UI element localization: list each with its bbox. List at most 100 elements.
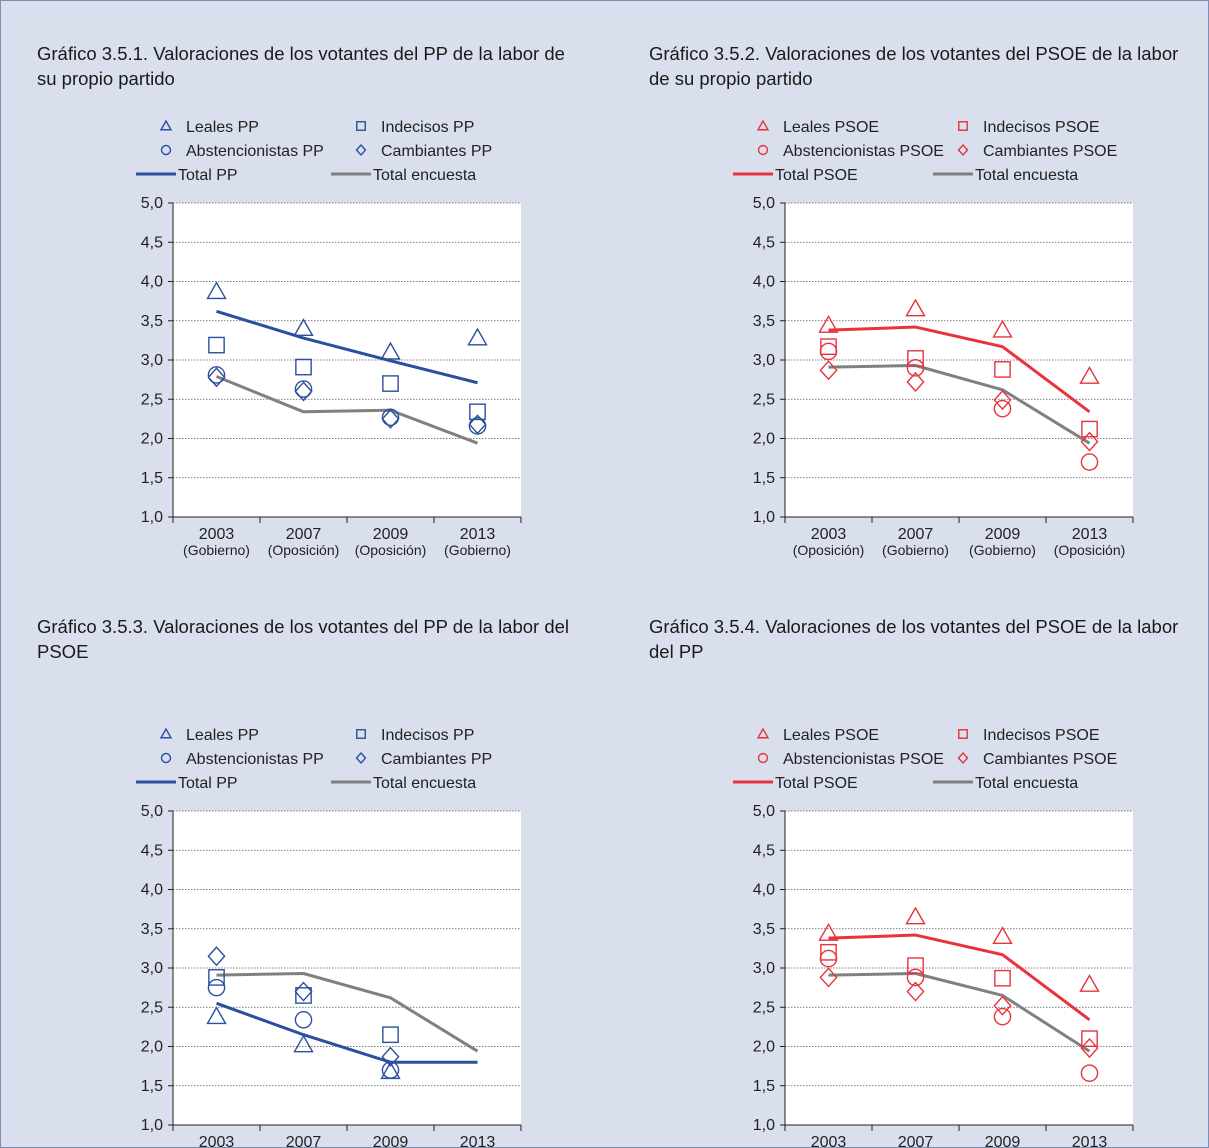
legend-label: Abstencionistas PSOE xyxy=(783,751,944,768)
legend-marker-cambiantes-pp xyxy=(355,143,367,157)
y-tick-label: 1,5 xyxy=(141,1078,163,1095)
legend-marker-leales-psoe xyxy=(756,119,770,131)
legend-label: Indecisos PP xyxy=(381,119,474,136)
legend-marker-abstencionistas-pp xyxy=(160,752,172,764)
data-point-leales-psoe xyxy=(905,906,926,925)
y-tick-label: 4,0 xyxy=(753,274,775,291)
data-point-leales-pp xyxy=(293,318,314,337)
data-point-cambiantes-pp xyxy=(207,946,226,967)
data-point-cambiantes-pp xyxy=(381,408,400,429)
x-tick-label: 2007 xyxy=(286,1134,322,1148)
legend-label: Total encuesta xyxy=(975,167,1078,184)
chart-panel-3-5-4: Gráfico 3.5.4. Valoraciones de los votan… xyxy=(613,614,1193,1148)
x-tick-sublabel: (Oposición) xyxy=(268,542,340,558)
y-tick-label: 5,0 xyxy=(141,195,163,212)
line-chart-3-5-1: Leales PP Indecisos PP Abstencionistas PP C… xyxy=(136,119,522,558)
data-point-indecisos-psoe xyxy=(994,361,1011,378)
series-line-total-pp xyxy=(215,1001,478,1064)
y-tick-label: 2,0 xyxy=(141,431,163,448)
data-point-leales-pp xyxy=(467,327,488,346)
data-point-indecisos-pp xyxy=(382,375,399,392)
series-abstencionistas-psoe xyxy=(819,949,1099,1082)
x-tick-label: 2003 xyxy=(199,1134,235,1148)
x-tick-label: 2009 xyxy=(985,1134,1021,1148)
legend-label: Indecisos PSOE xyxy=(983,727,1100,744)
data-point-abstencionistas-psoe xyxy=(1080,453,1099,471)
line-chart-3-5-2: Leales PSOE Indecisos PSOE Abstencionistas… xyxy=(733,119,1134,558)
data-point-leales-psoe xyxy=(992,319,1013,338)
y-tick-label: 2,5 xyxy=(753,391,775,408)
legend-label: Abstencionistas PP xyxy=(186,143,324,160)
x-tick-label: 2013 xyxy=(1072,526,1108,543)
series-line-total-psoe xyxy=(828,325,1091,414)
series-line-total-encuesta xyxy=(215,375,479,445)
legend-marker-cambiantes-pp xyxy=(355,751,367,765)
legend-label: Total PP xyxy=(178,167,238,184)
y-tick-label: 1,5 xyxy=(753,1078,775,1095)
legend: Leales PP Indecisos PP Abstencionistas PP C… xyxy=(136,119,492,184)
data-point-abstencionistas-psoe xyxy=(906,359,925,377)
data-point-abstencionistas-psoe xyxy=(993,399,1012,418)
legend-label: Total PP xyxy=(178,775,238,792)
data-point-abstencionistas-psoe xyxy=(993,1007,1012,1026)
series-line-total-encuesta xyxy=(828,971,1091,1053)
legend-marker-abstencionistas-psoe xyxy=(757,144,769,156)
x-tick-label: 2007 xyxy=(898,526,934,543)
legend-label: Total encuesta xyxy=(373,775,476,792)
legend-label: Cambiantes PSOE xyxy=(983,751,1117,768)
series-cambiantes-pp xyxy=(207,367,487,435)
data-point-cambiantes-psoe xyxy=(993,995,1012,1016)
legend-label: Leales PSOE xyxy=(783,727,879,744)
legend-label: Cambiantes PSOE xyxy=(983,143,1117,160)
y-tick-label: 3,0 xyxy=(753,960,775,977)
series-line-total-psoe xyxy=(828,933,1091,1022)
series-cambiantes-psoe xyxy=(819,360,1099,452)
data-point-abstencionistas-pp xyxy=(294,1011,313,1029)
x-tick-sublabel: (Oposición) xyxy=(1054,542,1126,558)
data-point-abstencionistas-pp xyxy=(294,380,313,398)
data-point-leales-psoe xyxy=(1079,366,1100,384)
legend-label: Abstencionistas PSOE xyxy=(783,143,944,160)
legend-label: Total encuesta xyxy=(975,775,1078,792)
legend-label: Indecisos PP xyxy=(381,727,474,744)
y-tick-label: 3,0 xyxy=(141,960,163,977)
legend: Leales PSOE Indecisos PSOE Abstencionistas… xyxy=(733,727,1117,792)
data-point-leales-pp xyxy=(206,281,227,300)
line-chart-3-5-3: Leales PP Indecisos PP Abstencionistas PP C… xyxy=(136,727,522,1148)
legend-label: Total encuesta xyxy=(373,167,476,184)
chart-title: Gráfico 3.5.1. Valoraciones de los votan… xyxy=(37,43,565,89)
y-tick-label: 2,0 xyxy=(753,431,775,448)
legend-marker-indecisos-psoe xyxy=(958,121,968,131)
data-point-abstencionistas-pp xyxy=(207,978,226,997)
chart-title: Gráfico 3.5.3. Valoraciones de los votan… xyxy=(37,616,570,662)
line-chart-3-5-4: Leales PSOE Indecisos PSOE Abstencionistas… xyxy=(733,727,1134,1148)
data-point-cambiantes-psoe xyxy=(1080,431,1099,452)
legend-label: Leales PP xyxy=(186,727,259,744)
x-tick-label: 2013 xyxy=(460,1134,496,1148)
chart-title: Gráfico 3.5.4. Valoraciones de los votan… xyxy=(649,616,1179,662)
y-tick-label: 4,5 xyxy=(753,234,775,251)
data-point-indecisos-psoe xyxy=(907,350,924,367)
series-line-total-encuesta xyxy=(828,363,1091,445)
x-tick-label: 2003 xyxy=(811,1134,847,1148)
legend-label: Indecisos PSOE xyxy=(983,119,1100,136)
series-indecisos-psoe xyxy=(820,338,1098,438)
y-tick-label: 4,0 xyxy=(141,882,163,899)
x-tick-label: 2007 xyxy=(898,1134,934,1148)
legend-label: Cambiantes PP xyxy=(381,751,492,768)
data-point-indecisos-psoe xyxy=(907,957,924,974)
data-point-cambiantes-psoe xyxy=(1080,1038,1099,1059)
legend-label: Leales PP xyxy=(186,119,259,136)
data-point-indecisos-psoe xyxy=(1081,420,1098,438)
data-point-abstencionistas-psoe xyxy=(1080,1064,1099,1082)
data-point-cambiantes-psoe xyxy=(993,389,1012,411)
x-tick-label: 2013 xyxy=(1072,1134,1108,1148)
y-tick-label: 2,5 xyxy=(141,391,163,408)
data-point-indecisos-pp xyxy=(382,1026,399,1044)
legend: Leales PP Indecisos PP Abstencionistas PP C… xyxy=(136,727,492,792)
data-point-leales-psoe xyxy=(818,315,839,333)
legend-marker-indecisos-pp xyxy=(356,729,366,739)
gridlines: 1,0 1,5 2,0 2,5 3,0 3,5 4,0 4,5 5,0 xyxy=(141,195,521,526)
data-point-cambiantes-psoe xyxy=(819,967,838,988)
data-point-leales-psoe xyxy=(1079,974,1100,992)
